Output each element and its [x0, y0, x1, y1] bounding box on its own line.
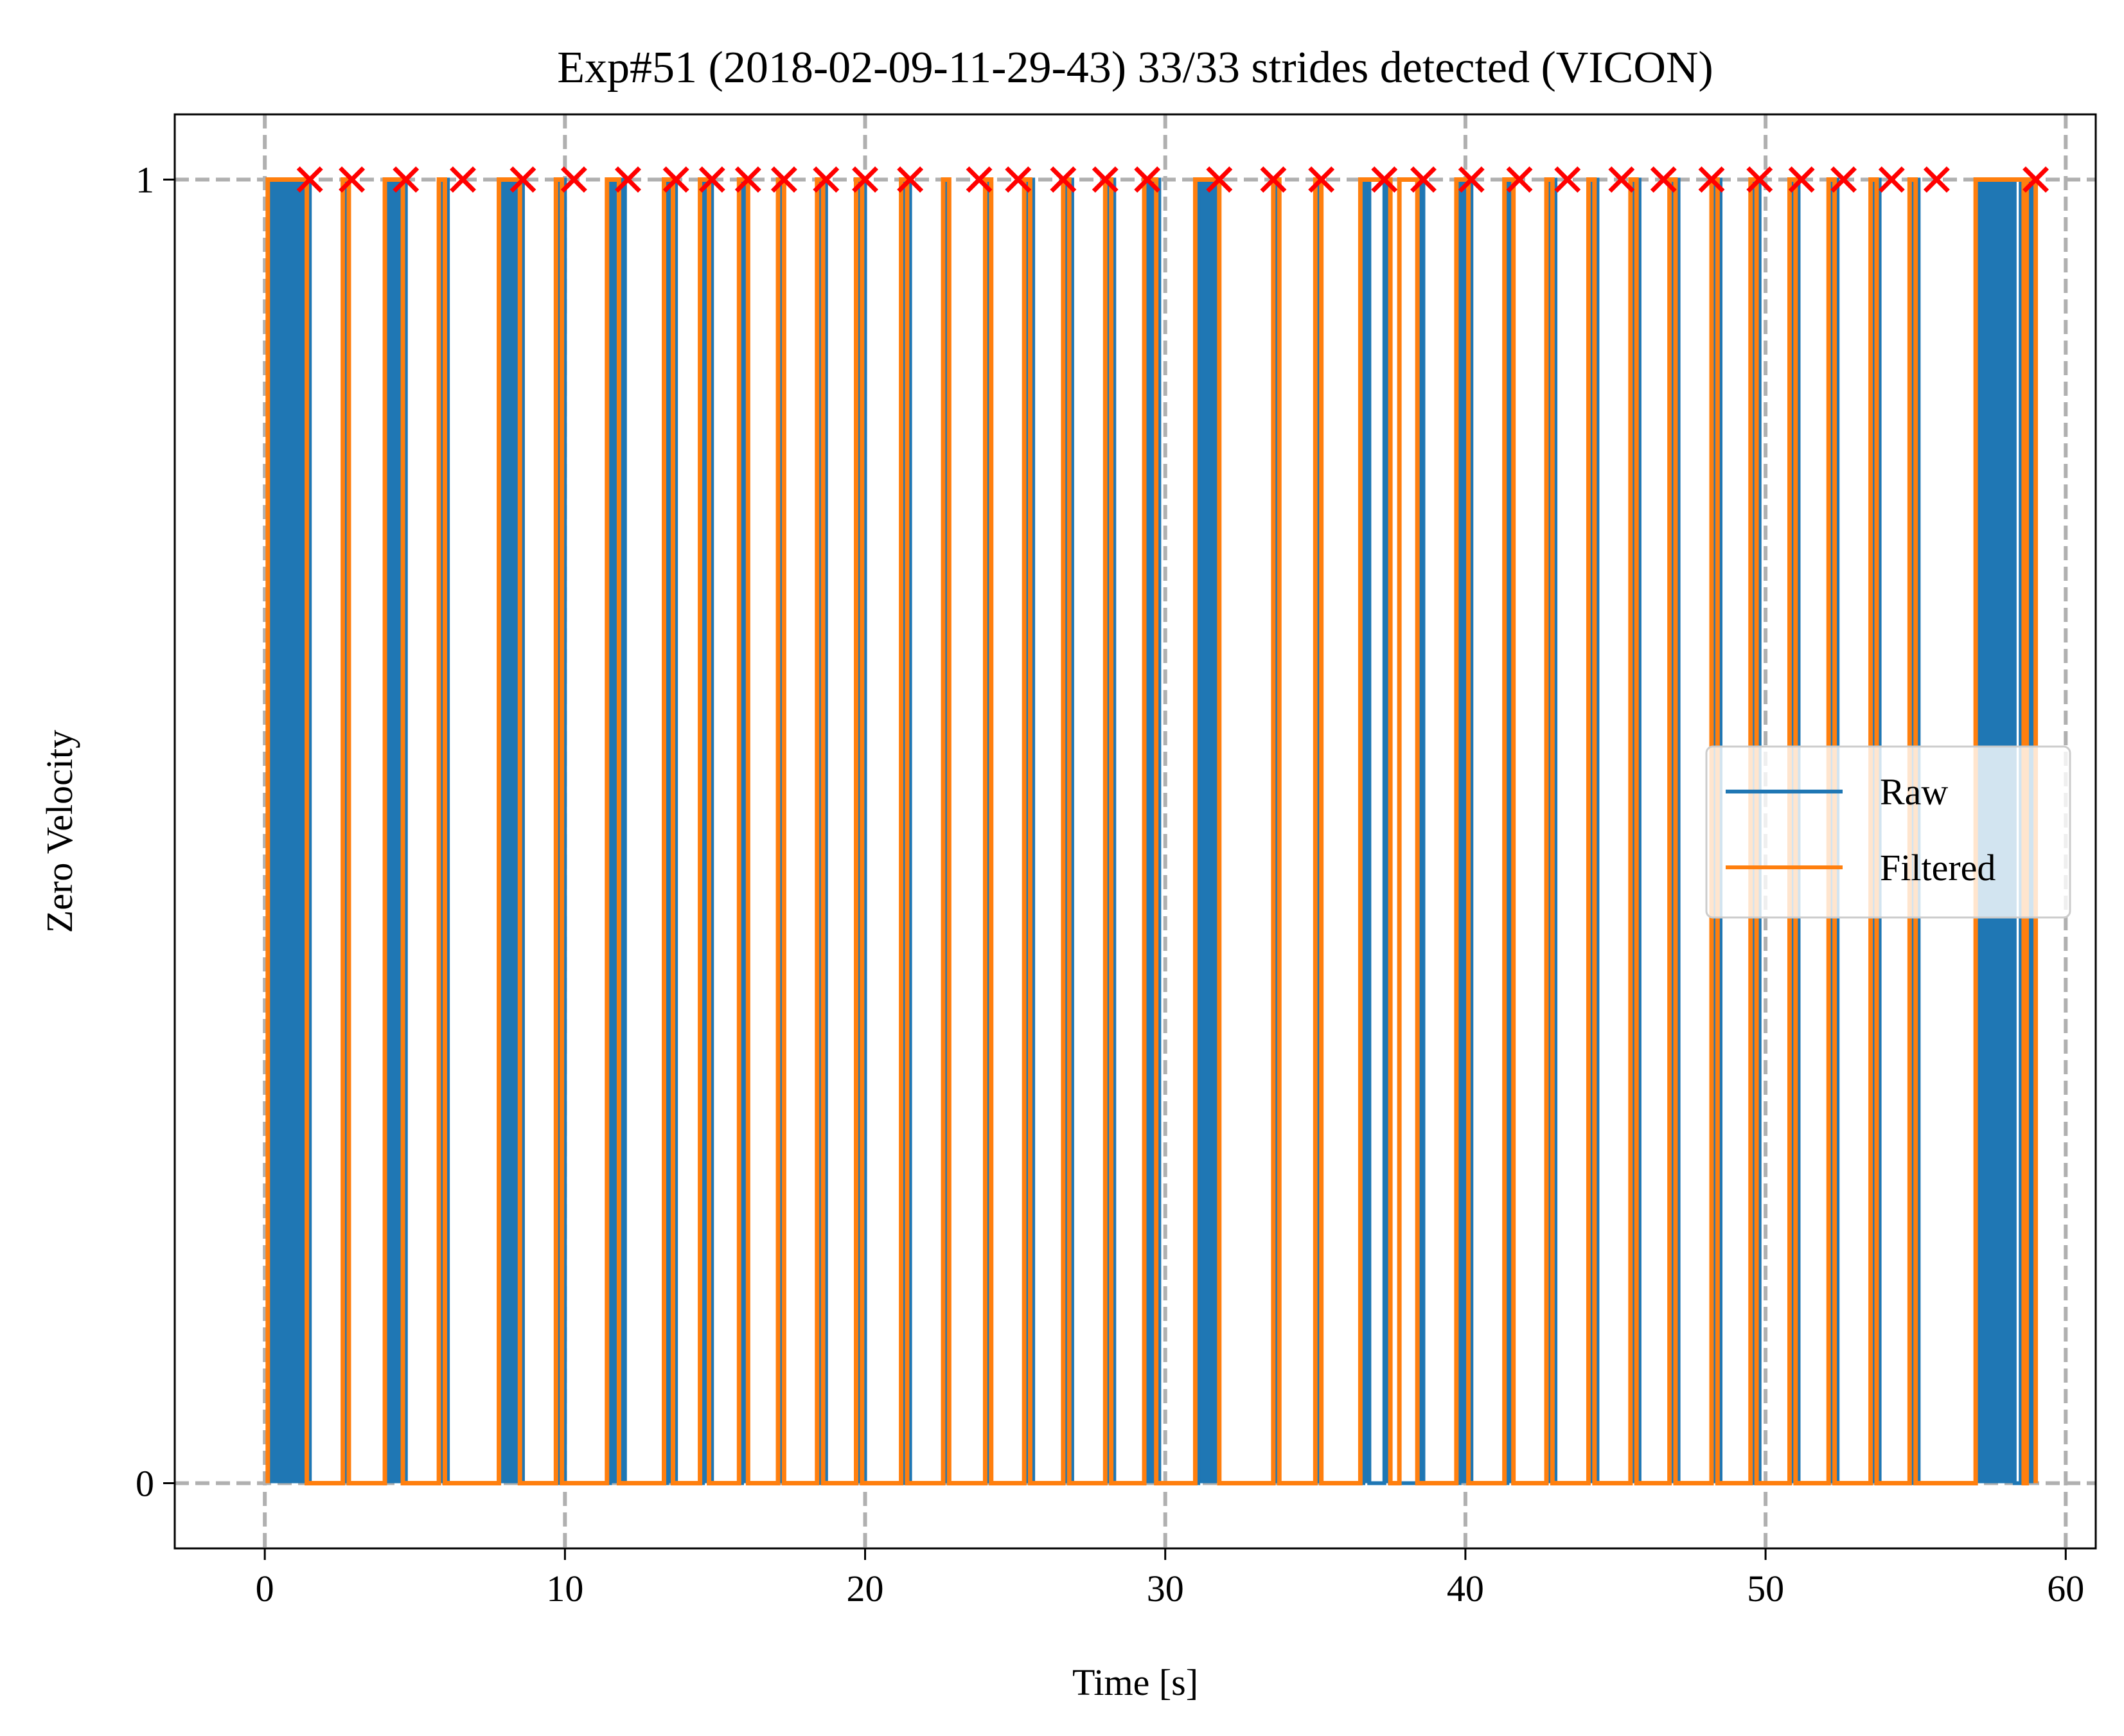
- raw-zero-velocity-segment: [943, 179, 950, 1484]
- stride-marker: [1371, 166, 1398, 193]
- stride-marker: [1260, 166, 1287, 193]
- stride-marker: [734, 166, 761, 193]
- stride-marker: [393, 166, 420, 193]
- y-axis-ticks: 01: [136, 159, 175, 1505]
- stride-marker: [1650, 166, 1677, 193]
- stride-marker: [1554, 166, 1581, 193]
- stride-marker: [1134, 166, 1161, 193]
- raw-zero-velocity-segment: [985, 179, 991, 1484]
- raw-zero-velocity-segment: [1273, 179, 1280, 1484]
- stride-marker: [1005, 166, 1032, 193]
- stride-markers: [296, 166, 2049, 193]
- stride-marker: [1923, 166, 1950, 193]
- stride-marker: [1506, 166, 1533, 193]
- stride-marker: [509, 166, 536, 193]
- x-axis-label: Time [s]: [1072, 1661, 1198, 1703]
- x-tick-label: 40: [1447, 1568, 1484, 1609]
- legend: Raw Filtered: [1705, 745, 2071, 919]
- y-axis-label: Zero Velocity: [39, 730, 80, 933]
- x-tick-label: 10: [546, 1568, 583, 1609]
- stride-marker: [2022, 166, 2049, 193]
- stride-marker: [614, 166, 641, 193]
- legend-label-filtered: Filtered: [1880, 847, 1996, 889]
- stride-marker: [1608, 166, 1635, 193]
- stride-marker: [852, 166, 879, 193]
- stride-marker: [966, 166, 993, 193]
- stride-marker: [1410, 166, 1437, 193]
- raw-zero-velocity-segment: [1417, 179, 1424, 1484]
- stride-marker: [770, 166, 797, 193]
- y-tick-label: 1: [136, 159, 154, 200]
- raw-zero-velocity-segment: [270, 179, 310, 1484]
- x-axis-ticks: 0 10 20 30 40 50 60: [256, 1548, 2084, 1609]
- stride-marker: [1206, 166, 1233, 193]
- stride-marker: [560, 166, 587, 193]
- stride-marker: [1878, 166, 1905, 193]
- stride-marker: [1698, 166, 1725, 193]
- raw-zero-velocity-segment: [1384, 179, 1391, 1484]
- legend-box: [1705, 745, 2071, 919]
- stride-marker: [450, 166, 476, 193]
- stride-marker: [1050, 166, 1077, 193]
- raw-zero-velocity-segment: [1198, 179, 1219, 1484]
- stride-marker: [1830, 166, 1857, 193]
- chart-title: Exp#51 (2018-02-09-11-29-43) 33/33 strid…: [557, 43, 1713, 93]
- stride-marker: [1308, 166, 1335, 193]
- x-tick-label: 60: [2047, 1568, 2084, 1609]
- x-tick-label: 50: [1747, 1568, 1784, 1609]
- stride-marker: [897, 166, 924, 193]
- x-tick-label: 20: [847, 1568, 884, 1609]
- stride-marker: [296, 166, 323, 193]
- raw-zero-velocity-segment: [342, 179, 349, 1484]
- stride-marker: [1788, 166, 1815, 193]
- stride-marker: [698, 166, 725, 193]
- stride-marker: [1092, 166, 1119, 193]
- raw-zero-velocity-segment: [1315, 179, 1322, 1484]
- raw-zero-velocity-segment: [1507, 179, 1514, 1484]
- legend-label-raw: Raw: [1880, 771, 1948, 813]
- stride-marker: [662, 166, 689, 193]
- stride-marker: [1458, 166, 1485, 193]
- plot-frame: [173, 113, 2097, 1550]
- stride-marker: [1746, 166, 1773, 193]
- raw-zero-velocity-segment: [741, 179, 748, 1484]
- x-tick-label: 30: [1147, 1568, 1184, 1609]
- raw-zero-velocity-segment: [1363, 179, 1370, 1484]
- y-tick-label: 0: [136, 1463, 154, 1505]
- stride-marker: [339, 166, 366, 193]
- raw-zero-velocity-segment: [778, 179, 784, 1484]
- x-tick-label: 0: [256, 1568, 274, 1609]
- stride-marker: [813, 166, 840, 193]
